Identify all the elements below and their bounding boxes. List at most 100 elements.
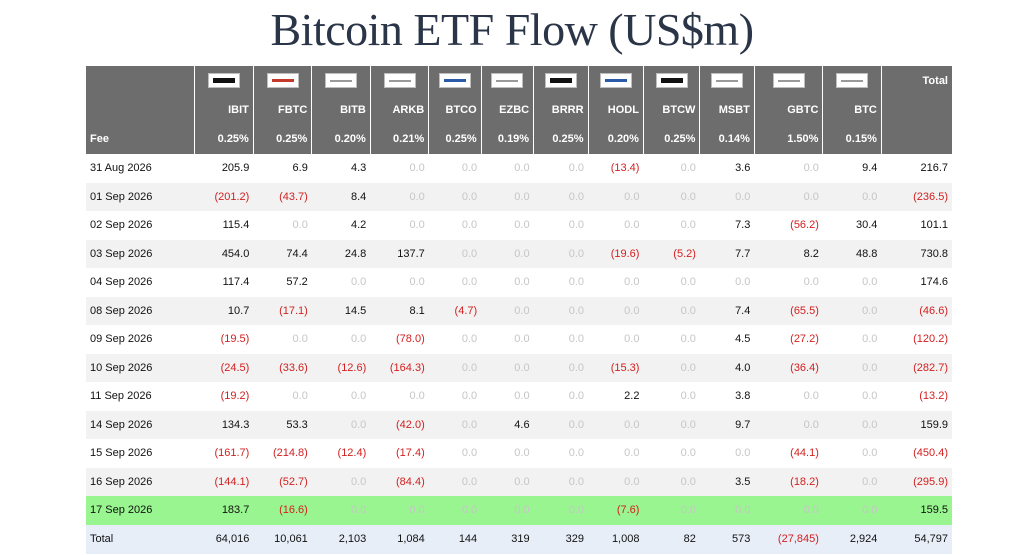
flow-cell: 0.0: [409, 219, 425, 232]
flow-cell: 0.0: [643, 410, 700, 439]
row-date: 16 Sep 2026: [86, 467, 195, 496]
flow-cell: 0.0: [350, 276, 367, 289]
flow-cell: 0.0: [735, 447, 751, 460]
flow-cell: 2.2: [624, 390, 640, 403]
row-total: 159.5: [881, 496, 952, 525]
flow-cell: 0.0: [624, 276, 640, 289]
flow-cell: 8.4: [311, 182, 371, 211]
flow-cell: 0.0: [822, 496, 882, 525]
flow-cell: 0.0: [428, 239, 482, 268]
flow-cell: (42.0): [370, 410, 429, 439]
column-header-arkb: ARKB: [370, 95, 430, 124]
flow-cell: 0.0: [862, 276, 878, 289]
flow-cell: 0.0: [624, 333, 640, 346]
flow-cell: 0.0: [533, 496, 589, 525]
total-row-label: Total: [86, 524, 195, 554]
flow-cell: (214.8): [272, 447, 308, 460]
flow-cell: (84.4): [370, 467, 429, 496]
flow-cell: 4.6: [481, 410, 534, 439]
total-cell: 1,008: [588, 524, 644, 554]
total-header-spacer: [881, 95, 952, 124]
total-cell: (27,845): [754, 524, 823, 554]
flow-cell: (16.6): [253, 496, 312, 525]
flow-cell: 0.0: [862, 447, 878, 460]
flow-cell: 0.0: [481, 467, 534, 496]
page-title: Bitcoin ETF Flow (US$m): [270, 4, 754, 55]
row-date: 01 Sep 2026: [86, 182, 195, 211]
flow-cell: 10.7: [194, 296, 254, 325]
flow-cell: 0.0: [624, 219, 640, 232]
flow-cell: 3.8: [735, 390, 751, 403]
flow-cell: 0.0: [481, 496, 534, 525]
flow-cell: 205.9: [221, 162, 250, 175]
fee-btc: 0.15%: [822, 124, 882, 154]
fee-label: Fee: [86, 124, 196, 154]
column-logo-fbtc: [253, 66, 313, 95]
flow-cell: (12.6): [311, 353, 371, 382]
total-cell: 2,103: [311, 524, 371, 554]
fee-arkb: 0.21%: [370, 124, 430, 154]
column-header-hodl: HODL: [588, 95, 644, 124]
bitwise-logo: [325, 73, 358, 88]
flow-cell: 0.0: [370, 182, 429, 211]
flow-cell: 0.0: [822, 182, 882, 211]
flow-cell: (19.2): [220, 390, 250, 403]
row-date: 02 Sep 2026: [90, 219, 153, 232]
flow-cell: (4.7): [428, 296, 482, 325]
flow-cell: 7.3: [735, 219, 751, 232]
column-logo-btcw: [643, 66, 701, 95]
flow-cell: (43.7): [253, 182, 312, 211]
flow-cell: 0.0: [754, 182, 823, 211]
blackrock-logo: [208, 73, 241, 88]
column-header-gbtc: GBTC: [754, 95, 824, 124]
flow-cell: 0.0: [533, 182, 589, 211]
flow-cell: 0.0: [699, 496, 755, 525]
column-logo-msbt: [699, 66, 755, 95]
total-cell: 82: [643, 524, 700, 554]
flow-cell: 0.0: [822, 410, 882, 439]
fee-brrr: 0.25%: [533, 124, 589, 154]
flow-cell: 0.0: [428, 182, 482, 211]
flow-cell: 0.0: [514, 333, 530, 346]
total-cell: 1,084: [370, 524, 429, 554]
row-date: 09 Sep 2026: [90, 333, 153, 346]
flow-cell: 0.0: [428, 353, 482, 382]
flow-cell: 0.0: [568, 390, 585, 403]
fee-total-spacer: [881, 124, 952, 154]
flow-cell: 0.0: [699, 182, 755, 211]
etf-flow-table: Total IBIT FBTC BITB ARKB BTCO EZBC BRRR HODL BT…: [86, 66, 952, 554]
flow-cell: 137.7: [370, 239, 429, 268]
flow-cell: 0.0: [461, 162, 478, 175]
table-row: 14 Sep 2026 134.3 53.3 0.0 (42.0) 0.0 4.6 0.0 0.…: [86, 410, 952, 439]
valkyrie-logo: [544, 73, 577, 88]
column-header-btc: BTC: [822, 95, 882, 124]
column-header-ezbc: EZBC: [481, 95, 535, 124]
row-date: 31 Aug 2026: [90, 162, 152, 175]
flow-cell: 0.0: [533, 467, 589, 496]
flow-cell: 0.0: [350, 390, 367, 403]
flow-cell: 0.0: [428, 467, 482, 496]
total-header: Total: [881, 66, 952, 95]
flow-cell: 0.0: [862, 333, 878, 346]
flow-cell: 0.0: [409, 276, 425, 289]
flow-cell: 0.0: [461, 447, 478, 460]
flow-cell: (24.5): [194, 353, 254, 382]
row-total: (295.9): [881, 467, 952, 496]
total-cell: 2,924: [822, 524, 882, 554]
flow-cell: 24.8: [311, 239, 371, 268]
total-cell: 64,016: [194, 524, 254, 554]
flow-cell: 0.0: [680, 390, 696, 403]
flow-cell: 4.5: [735, 333, 751, 346]
flow-cell: 0.0: [481, 353, 534, 382]
column-logo-brrr: [533, 66, 589, 95]
flow-cell: 0.0: [461, 219, 478, 232]
row-total: (236.5): [881, 182, 952, 211]
total-cell: 10,061: [253, 524, 312, 554]
flow-cell: 0.0: [588, 410, 644, 439]
column-header-msbt: MSBT: [699, 95, 755, 124]
flow-cell: 0.0: [409, 162, 425, 175]
flow-cell: 8.2: [754, 239, 823, 268]
fee-btcw: 0.25%: [643, 124, 701, 154]
flow-cell: (33.6): [253, 353, 312, 382]
column-header-ibit: IBIT: [194, 95, 254, 124]
